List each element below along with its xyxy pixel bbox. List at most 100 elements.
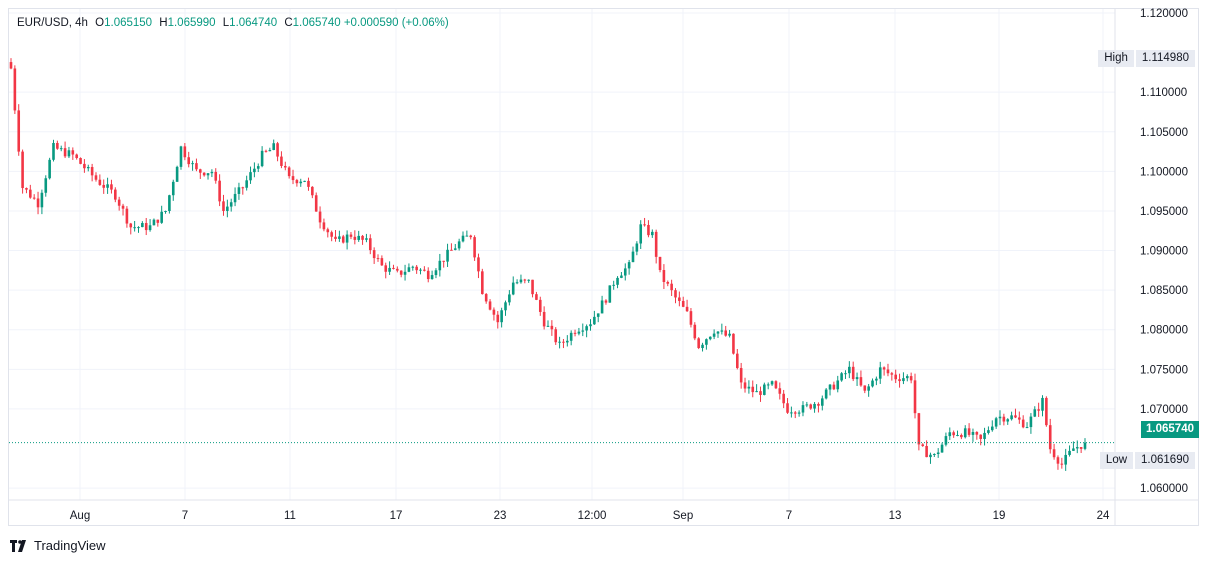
candle-body [1056,457,1060,464]
candle-body [643,224,646,226]
y-tick-label: 1.100000 [1140,166,1188,178]
candle-body [461,235,465,242]
candle-body [755,391,758,393]
candle-body [1075,447,1079,449]
y-tick-label: 1.060000 [1140,483,1188,495]
candle-body [488,301,492,310]
candle-body [651,231,654,236]
candle-body [492,309,496,315]
candle-body [786,403,789,413]
candle-body [596,313,600,317]
candle-body [148,225,152,231]
candle-body [905,376,909,379]
candle-body [314,195,318,212]
candle-body [1048,425,1052,450]
candle-body [948,432,952,437]
candle-body [121,205,125,209]
candle-body [793,412,797,414]
candle-body [620,275,623,278]
candle-body [732,333,735,354]
candle-body [832,384,836,390]
candle-body [882,367,886,370]
candle-body [809,404,813,409]
candle-body [697,338,700,349]
candle-body [933,454,936,456]
candle-body [426,270,430,280]
candle-body [898,379,901,382]
candle-body [542,311,546,327]
candle-body [589,324,592,327]
candle-body [280,156,283,166]
candle-body [878,367,882,379]
candle-body [670,283,673,291]
candle-body [531,279,534,295]
candle-body [956,434,959,436]
candle-body [855,377,859,380]
candle-body [249,172,252,181]
candle-body [330,232,333,237]
candle-body [736,353,739,369]
candle-body [144,223,148,231]
candle-body [751,386,755,393]
candle-body [508,294,511,303]
x-tick-label: 23 [494,510,507,522]
candle-body [994,418,998,427]
candle-body [820,398,824,406]
candle-body [260,150,264,167]
chart-frame[interactable] [8,8,1199,526]
ohlc-legend: EUR/USD, 4h O1.065150 H1.065990 L1.06474… [17,17,449,29]
candle-body [1045,397,1048,426]
y-tick-label: 1.070000 [1140,404,1188,416]
candle-body [268,149,272,152]
symbol-label[interactable]: EUR/USD [17,17,69,29]
candle-body [29,189,32,198]
candle-body [44,178,48,193]
candle-body [546,325,550,327]
candle-body [141,223,144,228]
candle-body [824,389,828,399]
candle-body [1002,416,1006,422]
candle-body [171,181,175,196]
candle-body [372,250,376,259]
candle-body [631,251,635,263]
candle-body [341,236,345,243]
candle-body [160,211,163,223]
candle-body [453,248,457,250]
candle-body [701,344,704,349]
y-tick-label: 1.075000 [1140,364,1188,376]
interval-label[interactable]: 4h [75,17,88,29]
candle-body [1014,415,1017,418]
candle-body [481,271,484,295]
candle-body [48,159,51,179]
candle-body [434,270,438,276]
candle-body [971,432,975,435]
candle-body [1041,397,1044,411]
candle-body [168,195,171,212]
candle-body [195,163,198,170]
candle-body [562,341,565,343]
candle-body [25,188,28,190]
candle-body [612,284,615,286]
candle-body [283,165,287,168]
candle-body [871,380,874,387]
candle-body [840,373,843,381]
candle-body [114,189,117,200]
x-tick-label: 12:00 [578,510,607,522]
candle-body [705,339,708,345]
candle-body [1010,415,1013,420]
candle-body [778,388,782,394]
x-tick-label: 13 [889,510,902,522]
candle-body [40,192,44,208]
candle-body [817,403,820,406]
candle-body [585,326,588,331]
candle-body [608,285,612,303]
candle-body [229,202,233,207]
candle-body [975,432,979,435]
candle-body [728,333,731,336]
candle-body [179,146,183,167]
candle-body [801,405,805,413]
y-tick-label: 1.085000 [1140,285,1188,297]
tradingview-logo[interactable]: TradingView [10,538,106,553]
candle-body [496,314,500,323]
